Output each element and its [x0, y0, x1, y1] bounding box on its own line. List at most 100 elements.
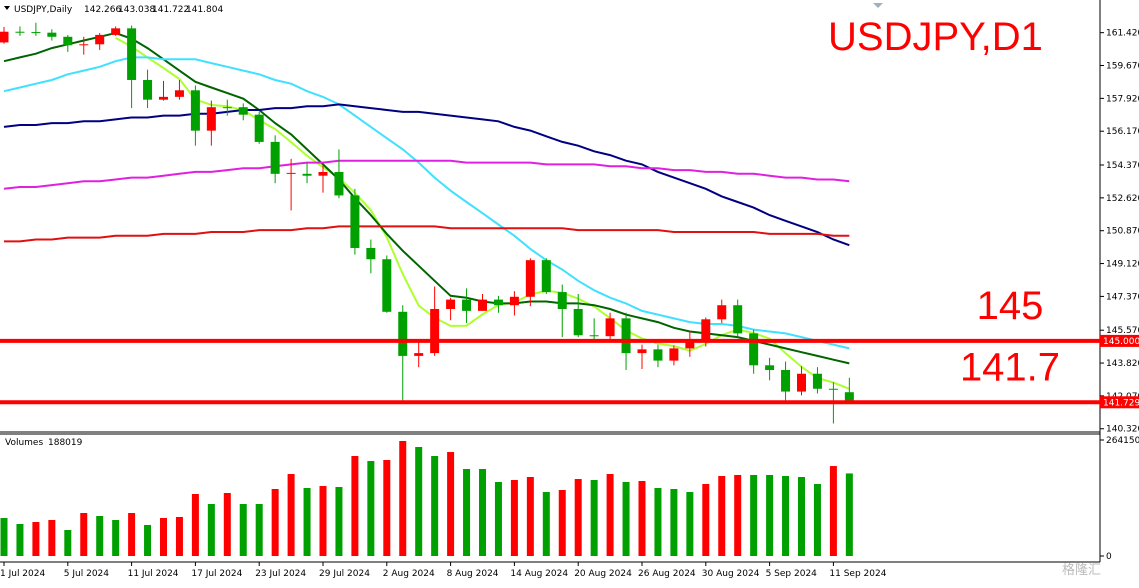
y-tick-label: 147.370 — [1106, 292, 1139, 302]
volume-bar — [48, 519, 56, 556]
volume-bar — [191, 493, 199, 556]
volume-bar — [128, 513, 136, 556]
x-tick-label: 1 Jul 2024 — [0, 569, 45, 579]
y-tick-label: 152.620 — [1106, 194, 1139, 204]
y-tick-label: 140.320 — [1106, 425, 1139, 435]
y-tick-label: 149.120 — [1106, 260, 1139, 270]
candle-body — [605, 318, 615, 337]
candle-body — [781, 369, 791, 392]
y-tick-label: 157.920 — [1106, 94, 1139, 104]
moving-average-line — [3, 159, 850, 190]
y-tick-label: 159.670 — [1106, 62, 1139, 72]
volume-bar — [510, 479, 518, 556]
candle-body — [159, 96, 168, 100]
candle-body — [797, 373, 806, 392]
y-tick-label: 145.570 — [1106, 326, 1139, 336]
ohlc-low: 141.722 — [152, 5, 189, 15]
volume-bar — [702, 483, 710, 556]
level-price-box — [1100, 334, 1139, 347]
volume-last: 188019 — [48, 438, 83, 448]
volume-bar — [0, 518, 8, 556]
volume-bar — [750, 474, 758, 556]
volume-bar — [686, 492, 694, 556]
volume-title: Volumes — [5, 438, 43, 448]
candle-body — [589, 335, 599, 337]
y-tick-label: 0 — [1106, 552, 1112, 562]
candle-body — [63, 36, 73, 46]
candle-body — [765, 365, 775, 370]
volume-bar — [287, 474, 295, 556]
candle-body — [573, 308, 583, 336]
volume-bar — [734, 474, 742, 556]
candle-body — [95, 34, 105, 45]
moving-average-line — [115, 37, 850, 390]
volume-bar — [399, 440, 407, 556]
candle-body — [302, 173, 312, 176]
volume-bar — [319, 486, 327, 556]
volume-bar — [447, 452, 455, 556]
volume-bar — [96, 515, 104, 556]
x-tick-label: 5 Jul 2024 — [64, 569, 109, 579]
y-tick-label: 161.420 — [1106, 29, 1139, 39]
candle-body — [701, 319, 711, 342]
candle-body — [557, 292, 567, 309]
volume-bar — [638, 480, 646, 556]
candle-body — [493, 299, 503, 306]
volume-bar — [112, 519, 120, 556]
candle-body — [398, 311, 408, 356]
x-tick-label: 14 Aug 2024 — [510, 569, 568, 579]
y-tick-label: 156.170 — [1106, 127, 1139, 137]
volume-bar — [574, 479, 582, 556]
candle-body — [828, 388, 838, 390]
candle-body — [238, 107, 248, 115]
candle-body — [318, 171, 328, 176]
candle-body — [685, 341, 695, 349]
candle-body — [350, 195, 360, 248]
volume-bar — [271, 488, 279, 556]
volume-bar — [590, 479, 598, 556]
candle-body — [286, 172, 296, 174]
candle-body — [206, 107, 216, 131]
volume-bar — [494, 482, 502, 556]
volume-bar — [526, 476, 534, 556]
chart-title: USDJPY,D1 — [828, 15, 1043, 59]
candle-body — [334, 171, 344, 196]
volume-bar — [16, 523, 24, 556]
x-tick-label: 11 Sep 2024 — [829, 569, 886, 579]
volume-bar — [383, 460, 391, 556]
volume-bar — [255, 504, 263, 556]
candle-body — [414, 353, 424, 356]
volume-bar — [606, 474, 614, 556]
volume-bar — [718, 475, 726, 556]
volume-bar — [415, 447, 423, 556]
level-price-label: 141.729 — [1103, 398, 1139, 408]
volume-bar — [64, 530, 72, 556]
candle-body — [669, 348, 679, 361]
x-tick-label: 23 Jul 2024 — [255, 569, 306, 579]
volume-bar — [845, 473, 853, 556]
volume-bar — [670, 488, 678, 556]
volume-bar — [335, 487, 343, 556]
y-tick-label: 143.820 — [1106, 359, 1139, 369]
candle-body — [446, 299, 456, 309]
x-tick-label: 17 Jul 2024 — [191, 569, 242, 579]
volume-bar — [829, 466, 837, 556]
shift-marker — [873, 3, 883, 8]
volume-bar — [367, 461, 375, 556]
volume-bar — [542, 492, 550, 556]
volume-bar — [160, 518, 167, 556]
menu-triangle[interactable] — [4, 6, 10, 10]
level-annotation: 145 — [977, 284, 1044, 328]
candle-body — [749, 333, 759, 366]
volume-bar — [144, 524, 152, 556]
symbol-label: USDJPY,Daily — [14, 5, 73, 15]
candle-body — [127, 28, 137, 80]
watermark: 格隆汇 — [1062, 562, 1101, 578]
candle-body — [15, 31, 25, 33]
candle-body — [733, 305, 743, 334]
candle-body — [717, 305, 727, 320]
volume-bar — [798, 476, 805, 556]
level-price-box — [1100, 396, 1139, 409]
volume-bar — [80, 513, 88, 556]
